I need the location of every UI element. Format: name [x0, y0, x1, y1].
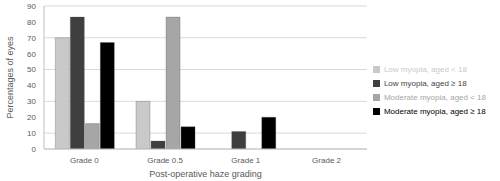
html-text:Moderate myopia, aged ≥ 18: Moderate myopia, aged ≥ 18 — [383, 106, 486, 116]
svg-text:50: 50 — [27, 65, 36, 74]
svg-text:60: 60 — [27, 50, 36, 59]
svg-text:Percentages of eyes: Percentages of eyes — [8, 36, 15, 119]
svg-text:70: 70 — [27, 34, 36, 43]
html-text:Low myopia, aged ≥ 18: Low myopia, aged ≥ 18 — [383, 78, 467, 88]
svg-text:20: 20 — [27, 113, 36, 122]
svg-text:10: 10 — [27, 129, 36, 138]
svg-text:0: 0 — [32, 145, 37, 154]
svg-text:40: 40 — [27, 81, 36, 90]
svg-text:Grade 1: Grade 1 — [231, 156, 260, 165]
svg-text:Grade 0: Grade 0 — [70, 156, 99, 165]
svg-text:80: 80 — [27, 18, 36, 27]
html-text:Low myopia, aged < 18: Low myopia, aged < 18 — [383, 64, 467, 74]
svg-text:Post-operative haze grading: Post-operative haze grading — [149, 169, 262, 179]
svg-text:30: 30 — [27, 97, 36, 106]
svg-text:Grade 0.5: Grade 0.5 — [147, 156, 183, 165]
svg-text:90: 90 — [27, 2, 36, 11]
html-text:Moderate myopia, aged < 18: Moderate myopia, aged < 18 — [383, 92, 486, 102]
svg-text:Grade 2: Grade 2 — [312, 156, 341, 165]
